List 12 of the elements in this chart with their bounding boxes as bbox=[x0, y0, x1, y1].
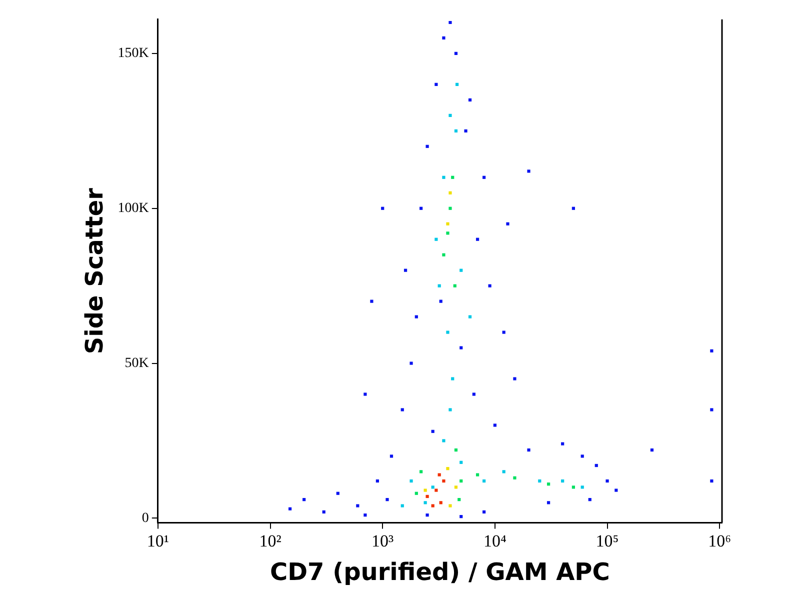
x-tick-label: 10⁴ bbox=[483, 531, 506, 550]
x-tick-label: 10² bbox=[259, 531, 282, 550]
y-tick-label: 0 bbox=[142, 510, 149, 526]
x-tick-label: 10³ bbox=[372, 531, 394, 550]
y-tick-label: 100K bbox=[118, 201, 149, 216]
y-axis-title: Side Scatter bbox=[80, 188, 109, 354]
y-tick-label: 50K bbox=[124, 356, 149, 371]
x-axis-title: CD7 (purified) / GAM APC bbox=[270, 558, 610, 586]
x-tick-label: 10¹ bbox=[146, 531, 169, 550]
x-tick-label: 10⁵ bbox=[596, 531, 619, 550]
y-tick-label: 150K bbox=[118, 46, 149, 62]
x-tick-label: 10⁶ bbox=[708, 531, 732, 550]
